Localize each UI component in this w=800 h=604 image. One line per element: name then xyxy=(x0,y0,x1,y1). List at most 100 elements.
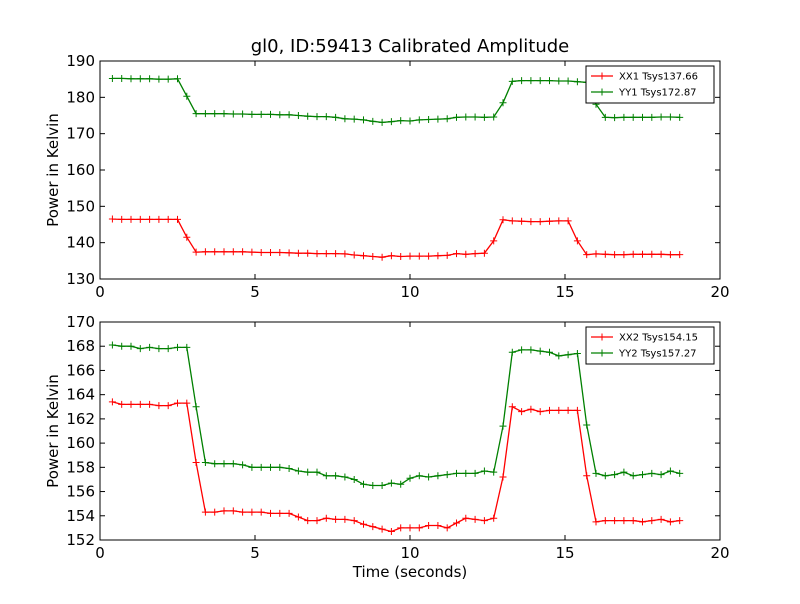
bottom-data-point xyxy=(108,341,116,349)
top-data-point xyxy=(657,250,665,258)
top-data-point xyxy=(425,252,433,260)
top-data-point xyxy=(313,113,321,121)
bottom-data-point xyxy=(146,400,154,408)
bottom-y-tick-label: 160 xyxy=(66,434,95,452)
top-data-point xyxy=(322,113,330,121)
bottom-data-point xyxy=(136,400,144,408)
top-data-point xyxy=(536,77,544,85)
top-data-point xyxy=(490,237,498,245)
bottom-data-point xyxy=(415,472,423,480)
bottom-data-point xyxy=(387,479,395,487)
bottom-data-point xyxy=(248,508,256,516)
top-data-point xyxy=(322,250,330,258)
top-data-point xyxy=(201,110,209,118)
bottom-data-point xyxy=(555,352,563,360)
top-data-point xyxy=(229,248,237,256)
top-data-point xyxy=(620,113,628,121)
bottom-data-point xyxy=(276,509,284,517)
top-data-point xyxy=(676,113,684,121)
bottom-data-point xyxy=(490,514,498,522)
bottom-data-point xyxy=(676,517,684,525)
bottom-data-point xyxy=(676,469,684,477)
bottom-data-point xyxy=(136,345,144,353)
top-data-point xyxy=(639,113,646,121)
top-legend-box xyxy=(585,65,715,104)
bottom-data-point xyxy=(369,482,377,489)
top-data-point xyxy=(378,253,386,261)
bottom-data-point xyxy=(267,463,274,471)
bottom-legend-marker xyxy=(598,349,606,357)
top-data-point xyxy=(657,113,665,121)
top-data-point xyxy=(378,118,386,126)
top-data-point xyxy=(136,215,144,223)
top-data-point xyxy=(127,75,135,83)
bottom-y-tick-label: 162 xyxy=(66,410,95,428)
bottom-data-point xyxy=(192,403,200,411)
top-data-point xyxy=(406,117,414,125)
top-data-point xyxy=(480,113,488,121)
bottom-legend: XX2 Tsys154.15 YY2 Tsys157.27 xyxy=(585,326,715,365)
bottom-data-point xyxy=(378,482,386,489)
top-data-point xyxy=(369,117,377,125)
top-data-point xyxy=(192,110,200,118)
bottom-data-point xyxy=(127,342,135,350)
bottom-y-tick-label: 152 xyxy=(66,531,95,549)
bottom-data-point xyxy=(248,463,256,471)
top-data-point xyxy=(387,252,395,260)
bottom-data-point xyxy=(453,519,460,527)
top-data-point xyxy=(508,77,516,85)
bottom-data-point xyxy=(453,469,460,477)
top-data-point xyxy=(294,112,302,119)
top-data-point xyxy=(499,99,507,107)
bottom-data-point xyxy=(601,517,609,525)
bottom-data-point xyxy=(462,469,470,477)
bottom-data-point xyxy=(220,460,228,468)
top-data-point xyxy=(239,110,247,118)
top-data-point xyxy=(564,217,572,225)
bottom-data-point xyxy=(397,524,405,532)
bottom-data-point xyxy=(536,408,544,416)
top-data-point xyxy=(155,75,163,83)
bottom-data-point xyxy=(304,517,312,525)
bottom-data-point xyxy=(108,398,116,406)
top-data-point xyxy=(229,110,237,118)
top-data-point xyxy=(248,110,256,118)
bottom-data-point xyxy=(211,460,219,468)
bottom-data-point xyxy=(350,475,358,483)
bottom-data-point xyxy=(518,346,526,354)
top-data-point xyxy=(676,251,684,259)
bottom-data-point xyxy=(387,528,395,536)
bottom-x-tick-label: 20 xyxy=(710,544,729,562)
bottom-data-point xyxy=(360,480,367,488)
top-data-point xyxy=(601,250,609,258)
bottom-data-point xyxy=(592,518,600,526)
bottom-y-tick-label: 164 xyxy=(66,386,95,404)
top-data-point xyxy=(164,75,172,83)
bottom-data-point xyxy=(332,515,340,523)
top-data-point xyxy=(285,111,293,119)
bottom-data-point xyxy=(174,343,181,351)
figure-title: gl0, ID:59413 Calibrated Amplitude xyxy=(251,36,570,57)
bottom-data-point xyxy=(564,351,572,359)
top-data-point xyxy=(527,218,535,226)
bottom-data-point xyxy=(443,524,451,532)
top-data-point xyxy=(332,250,340,258)
bottom-data-point xyxy=(611,471,619,479)
top-data-point xyxy=(341,115,349,123)
top-data-point xyxy=(546,217,553,225)
bottom-data-point xyxy=(360,520,367,528)
top-legend-marker xyxy=(598,88,606,96)
top-data-point xyxy=(499,216,507,224)
x-axis-label: Time (seconds) xyxy=(352,563,468,581)
top-x-tick-label: 0 xyxy=(95,283,105,301)
bottom-data-point xyxy=(443,471,451,479)
bottom-x-tick-label: 15 xyxy=(555,544,574,562)
top-data-point xyxy=(397,252,405,260)
bottom-data-point xyxy=(397,480,405,488)
bottom-data-point xyxy=(499,473,507,481)
top-y-tick-label: 180 xyxy=(66,88,95,106)
bottom-data-point xyxy=(341,515,349,523)
bottom-x-tick-label: 10 xyxy=(400,544,419,562)
top-legend: XX1 Tsys137.66 YY1 Tsys172.87 xyxy=(585,65,715,104)
top-data-point xyxy=(639,250,646,258)
